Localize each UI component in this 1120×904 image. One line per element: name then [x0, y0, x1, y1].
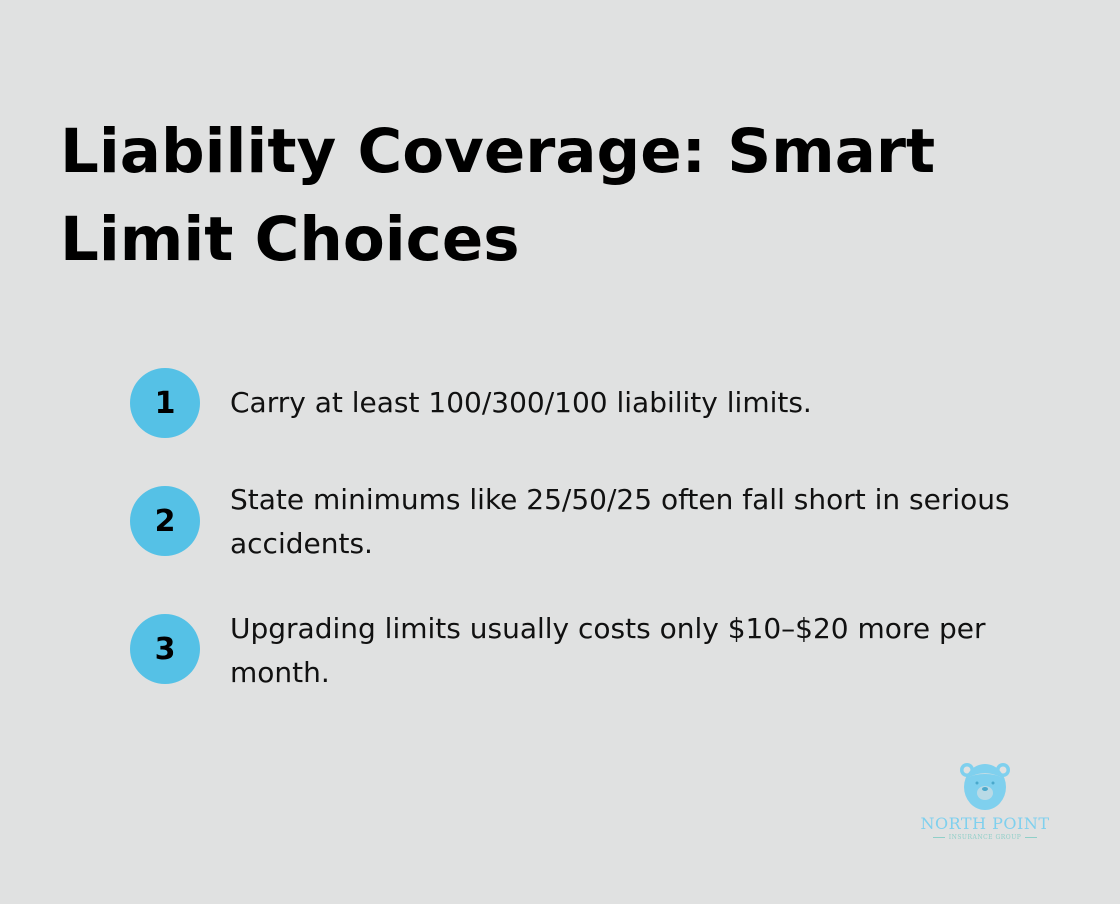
divider	[932, 837, 945, 838]
bear-head-icon	[960, 763, 1010, 810]
step-number-badge: 1	[130, 368, 200, 438]
divider	[1025, 837, 1038, 838]
list-item-text: Upgrading limits usually costs only $10–…	[230, 612, 986, 689]
logo-subtitle: INSURANCE GROUP	[948, 834, 1022, 841]
step-number-badge: 3	[130, 614, 200, 684]
logo-subtitle-row: INSURANCE GROUP	[905, 834, 1065, 841]
logo-name: NORTH POINT	[920, 814, 1050, 833]
step-number-badge: 2	[130, 486, 200, 556]
list-item-text: State minimums like 25/50/25 often fall …	[230, 483, 1010, 560]
page-title: Liability Coverage: Smart Limit Choices	[60, 116, 936, 275]
list-item-text: Carry at least 100/300/100 liability lim…	[230, 386, 812, 419]
company-logo: NORTH POINT INSURANCE GROUP	[905, 760, 1065, 841]
